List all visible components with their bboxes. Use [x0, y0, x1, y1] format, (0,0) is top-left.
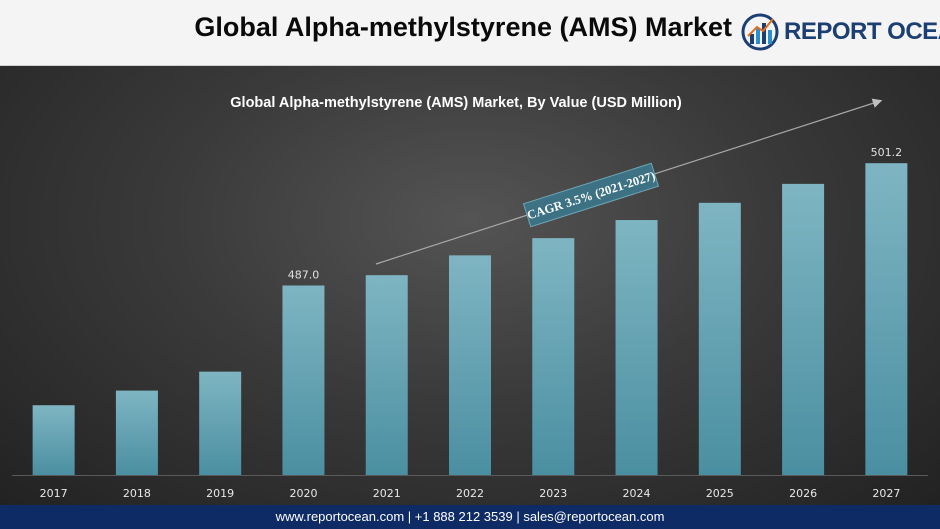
cagr-callout: CAGR 3.5% (2021-2027) — [522, 162, 660, 228]
x-tick-label-2023: 2023 — [539, 487, 567, 500]
x-tick-label-2026: 2026 — [789, 487, 817, 500]
page-title: Global Alpha-methylstyrene (AMS) Market — [194, 12, 732, 42]
x-tick-label-2021: 2021 — [373, 487, 401, 500]
bar-2018 — [115, 390, 158, 475]
bars-group — [12, 163, 928, 476]
logo-globe-icon — [741, 13, 779, 51]
bar-2020 — [282, 285, 325, 475]
bar-2022 — [449, 255, 491, 475]
data-label-2020: 487.0 — [288, 269, 320, 282]
x-tick-label-2024: 2024 — [623, 487, 651, 500]
footer-bar: www.reportocean.com | +1 888 212 3539 | … — [0, 505, 940, 529]
x-tick-label-2022: 2022 — [456, 487, 484, 500]
chart-title: Global Alpha-methylstyrene (AMS) Market,… — [230, 95, 682, 111]
bar-2019 — [199, 371, 242, 475]
x-tick-label-2020: 2020 — [289, 487, 317, 500]
footer-contact[interactable]: www.reportocean.com | +1 888 212 3539 | … — [275, 509, 665, 524]
cagr-callout-box — [522, 162, 660, 228]
bar-chart: Global Alpha-methylstyrene (AMS) Market,… — [12, 95, 928, 500]
x-tick-label-2027: 2027 — [872, 487, 900, 500]
chart-area: Global Alpha-methylstyrene (AMS) Market,… — [0, 66, 940, 505]
x-tick-label-2025: 2025 — [706, 487, 734, 500]
logo-text: REPORT OCEAN — [784, 18, 940, 45]
bar-2025 — [698, 202, 741, 475]
cagr-annotation: CAGR 3.5% (2021-2027) — [525, 169, 657, 223]
header-bar: Global Alpha-methylstyrene (AMS) Market … — [0, 0, 940, 66]
bar-2024 — [615, 220, 658, 475]
report-ocean-logo[interactable]: REPORT OCEAN — [740, 10, 940, 54]
x-tick-label-2018: 2018 — [123, 487, 151, 500]
data-label-2027: 501.2 — [871, 146, 903, 159]
bar-2017 — [32, 405, 75, 475]
x-tick-label-2019: 2019 — [206, 487, 234, 500]
bar-2027 — [865, 163, 908, 475]
bar-2021 — [365, 275, 408, 475]
bar-2023 — [532, 238, 575, 475]
x-tick-label-2017: 2017 — [40, 487, 68, 500]
labels-group: 2017 2018 2019 2020 487.0 2021 2022 2023 2024 202… — [40, 146, 902, 500]
bar-2026 — [782, 183, 825, 475]
